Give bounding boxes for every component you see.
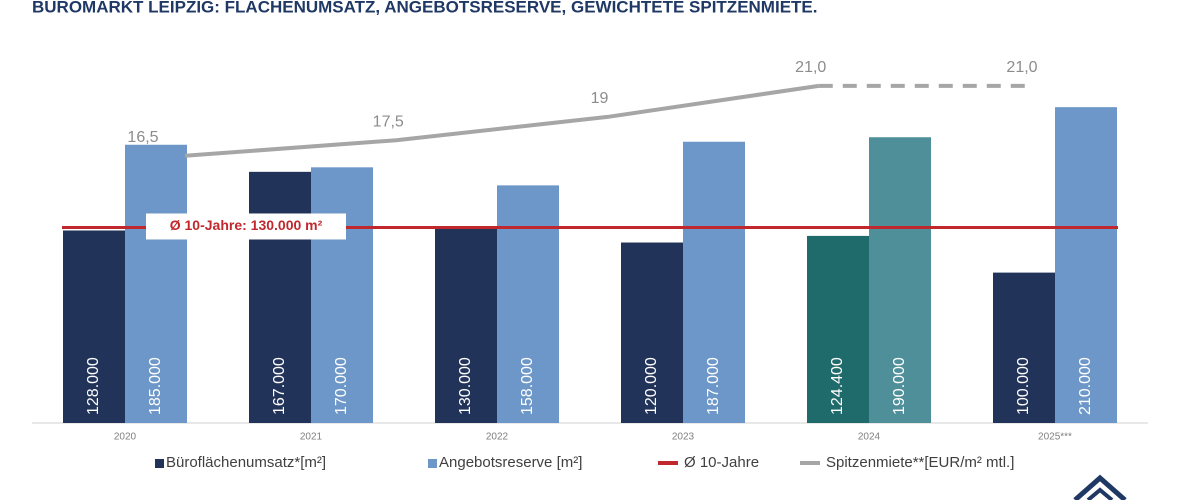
- rent-value-label: 17,5: [373, 113, 404, 130]
- rent-value-label: 21,0: [1006, 59, 1037, 76]
- bar-value-label: 170.000: [333, 357, 350, 415]
- bar: [1055, 107, 1117, 423]
- bar-value-label: 124.400: [829, 357, 846, 415]
- x-tick-label: 2025***: [1038, 432, 1072, 443]
- x-tick-label: 2024: [858, 432, 881, 443]
- average-label-box: [146, 213, 346, 240]
- legend-label: Spitzenmiete**[EUR/m² mtl.]: [826, 454, 1014, 471]
- bar: [63, 230, 125, 423]
- rent-line: [184, 83, 820, 158]
- bar: [435, 227, 497, 423]
- bar: [311, 167, 373, 423]
- bar: [621, 242, 683, 423]
- bar-value-label: 128.000: [85, 357, 102, 415]
- bar-value-label: 167.000: [271, 357, 288, 415]
- legend-label: Angebotsreserve [m²]: [439, 454, 582, 471]
- bar-value-label: 190.000: [891, 357, 908, 415]
- bar: [869, 137, 931, 424]
- x-tick-label: 2021: [300, 432, 323, 443]
- legend-label: Büroflächenumsatz*[m²]: [166, 454, 326, 471]
- legend-label: Ø 10-Jahre: [684, 454, 759, 471]
- x-tick-label: 2022: [486, 432, 509, 443]
- bar-value-label: 130.000: [457, 357, 474, 415]
- bar: [807, 235, 869, 423]
- x-tick-label: 2020: [114, 432, 137, 443]
- legend-swatch: [155, 459, 164, 468]
- bar-value-label: 187.000: [705, 357, 722, 415]
- bar-value-label: 100.000: [1015, 357, 1032, 415]
- bar: [993, 272, 1055, 423]
- bar-value-label: 185.000: [147, 357, 164, 415]
- logo: [1073, 474, 1127, 500]
- x-tick-label: 2023: [672, 432, 695, 443]
- bar: [683, 141, 745, 423]
- rent-value-label: 21,0: [795, 59, 826, 76]
- rent-value-label: 19: [591, 90, 609, 107]
- chart-title: BÜROMARKT LEIPZIG: FLÄCHENUMSATZ, ANGEBO…: [32, 0, 817, 16]
- bar-value-label: 210.000: [1077, 357, 1094, 415]
- bar-value-label: 158.000: [519, 357, 536, 415]
- rent-value-label: 16,5: [127, 129, 158, 146]
- bar: [497, 185, 559, 423]
- average-label: Ø 10-Jahre: 130.000 m²: [170, 217, 323, 233]
- legend-swatch: [428, 459, 437, 468]
- bar-value-label: 120.000: [643, 357, 660, 415]
- bar: [125, 144, 187, 423]
